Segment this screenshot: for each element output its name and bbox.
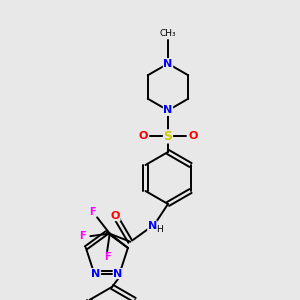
Text: H: H (156, 225, 163, 234)
Text: N: N (164, 58, 172, 69)
Text: O: O (111, 211, 120, 220)
Text: O: O (188, 131, 198, 141)
Text: S: S (164, 130, 172, 143)
Text: N: N (148, 221, 157, 231)
Text: N: N (91, 268, 101, 279)
Text: F: F (89, 207, 95, 218)
Text: N: N (164, 105, 172, 116)
Text: N: N (113, 268, 122, 279)
Text: CH₃: CH₃ (160, 29, 176, 38)
Text: F: F (79, 231, 86, 241)
Text: F: F (104, 252, 110, 262)
Text: O: O (138, 131, 148, 141)
